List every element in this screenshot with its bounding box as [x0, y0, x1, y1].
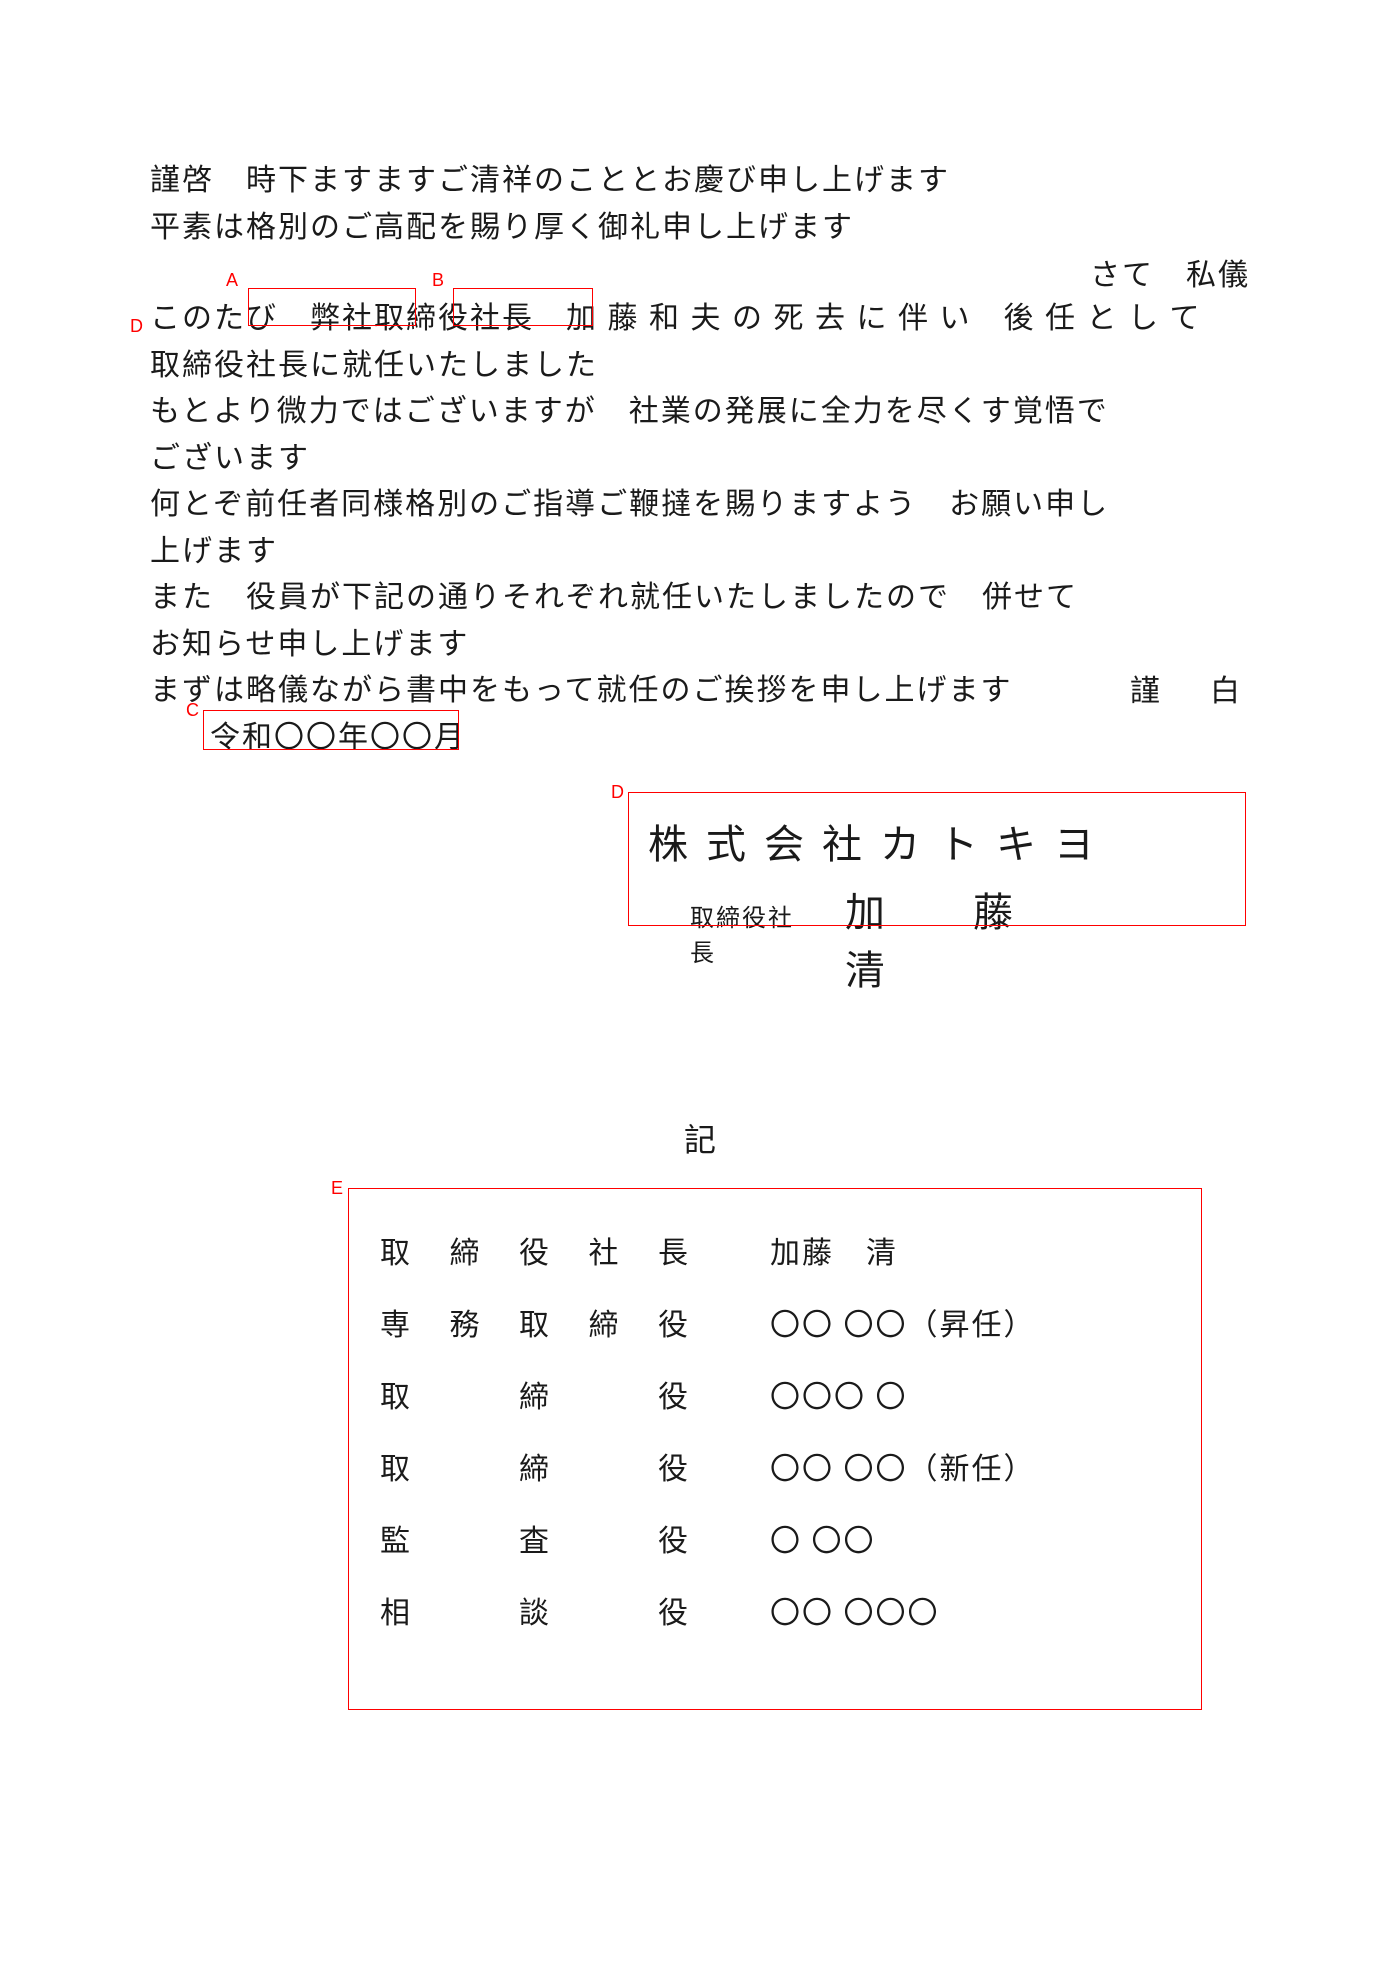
annotation-box-e	[348, 1188, 1202, 1710]
body-line-9: また 役員が下記の通りそれぞれ就任いたしましたので 併せて	[150, 575, 1250, 622]
greeting-block: 謹啓 時下ますますご清祥のこととお慶び申し上げます 平素は格別のご高配を賜り厚く…	[150, 158, 1250, 251]
annotation-box-d-company	[628, 792, 1246, 926]
annotation-label-e: E	[331, 1178, 343, 1199]
body-line-10: お知らせ申し上げます	[150, 622, 1250, 669]
ki-heading: 記	[0, 1115, 1400, 1161]
main-body-block: このたび 弊社取締役社長 加 藤 和 夫 の 死 去 に 伴 い 後 任 と し…	[150, 296, 1250, 715]
greeting-line-2: 平素は格別のご高配を賜り厚く御礼申し上げます	[150, 205, 1250, 252]
body-line-8: 上げます	[150, 529, 1250, 576]
annotation-label-b: B	[432, 270, 444, 291]
body-line-5: もとより微力ではございますが 社業の発展に全力を尽くす覚悟で	[150, 389, 1250, 436]
annotation-label-d-company: D	[611, 782, 624, 803]
body-line-3b: の 死 去 に 伴 い 後 任 と し て	[732, 302, 1202, 335]
greeting-line-1: 謹啓 時下ますますご清祥のこととお慶び申し上げます	[150, 158, 1250, 205]
annotation-box-b	[453, 288, 593, 326]
document-page: 謹啓 時下ますますご清祥のこととお慶び申し上げます 平素は格別のご高配を賜り厚く…	[0, 0, 1400, 1981]
annotation-box-c	[203, 710, 459, 750]
annotation-box-a	[248, 288, 416, 326]
body-line-6: ございます	[150, 436, 1250, 483]
closing-word: 謹 白	[150, 666, 1250, 710]
annotation-label-a: A	[226, 270, 238, 291]
body-line-7: 何とぞ前任者同様格別のご指導ご鞭撻を賜りますよう お願い申し	[150, 482, 1250, 529]
annotation-label-d-side: D	[130, 316, 143, 337]
annotation-label-c: C	[186, 700, 199, 721]
body-line-4: 取締役社長に就任いたしました	[150, 343, 1250, 390]
